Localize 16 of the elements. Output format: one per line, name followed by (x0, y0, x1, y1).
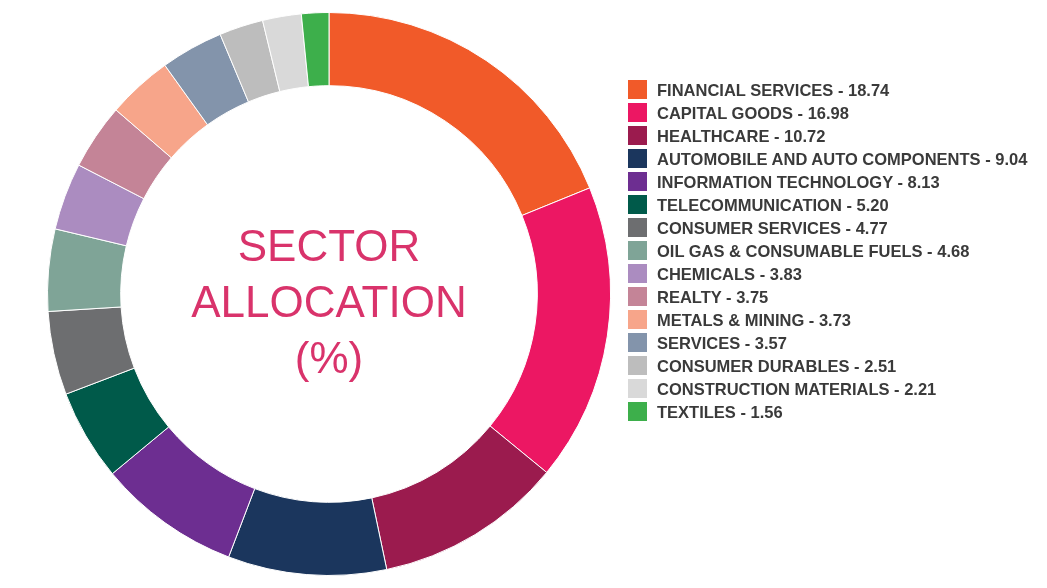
legend-label: CHEMICALS - 3.83 (657, 264, 802, 284)
legend-label: CAPITAL GOODS - 16.98 (657, 103, 849, 123)
legend-label: REALTY - 3.75 (657, 287, 769, 307)
legend-label: METALS & MINING - 3.73 (657, 310, 852, 330)
legend-label: TELECOMMUNICATION - 5.20 (657, 195, 889, 215)
legend-label: INFORMATION TECHNOLOGY - 8.13 (657, 172, 940, 192)
legend-label: TEXTILES - 1.56 (657, 402, 783, 422)
text: SECTOR ALLOCATION (%) (190, 220, 468, 384)
legend-label: AUTOMOBILE AND AUTO COMPONENTS - 9.04 (657, 149, 1028, 169)
legend-label: SERVICES - 3.57 (657, 333, 787, 353)
legend-label: HEALTHCARE - 10.72 (657, 126, 826, 146)
legend-label: CONSUMER DURABLES - 2.51 (657, 356, 897, 376)
legend-label: FINANCIAL SERVICES - 18.74 (657, 80, 890, 100)
legend-label: CONSTRUCTION MATERIALS - 2.21 (657, 379, 937, 399)
legend-label: OIL GAS & CONSUMABLE FUELS - 4.68 (657, 241, 970, 261)
legend-label: CONSUMER SERVICES - 4.77 (657, 218, 888, 238)
